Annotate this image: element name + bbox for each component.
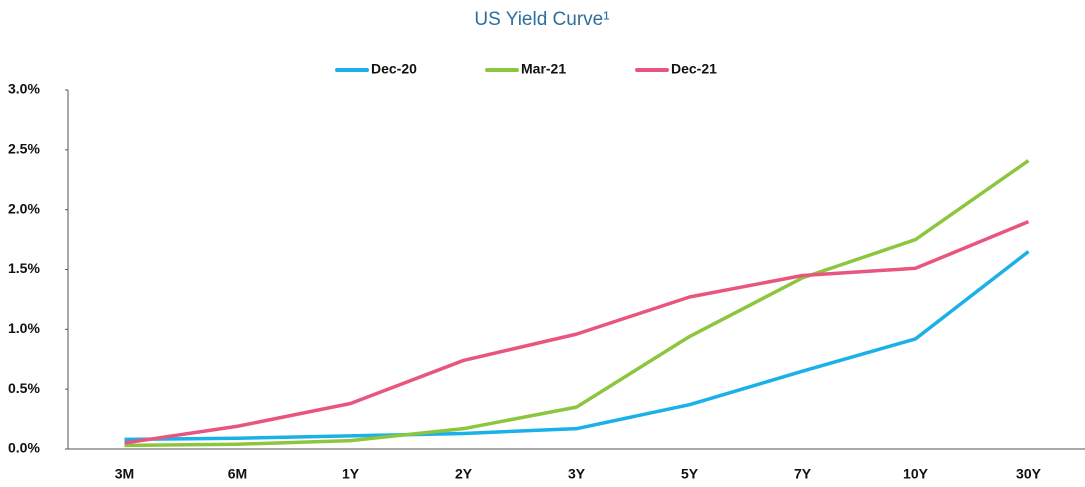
x-tick-label: 3Y: [568, 466, 586, 482]
y-tick-label: 0.5%: [8, 380, 40, 396]
chart-title: US Yield Curve¹: [474, 9, 609, 30]
x-tick-label: 2Y: [455, 466, 473, 482]
x-tick-label: 1Y: [342, 466, 360, 482]
series-line: [124, 250, 1030, 442]
series-line: [124, 159, 1030, 448]
x-tick-label: 6M: [228, 466, 247, 482]
y-tick-label: 0.0%: [8, 440, 40, 456]
legend-label: Dec-20: [371, 61, 417, 77]
y-tick-label: 1.5%: [8, 260, 40, 276]
y-tick-label: 3.0%: [8, 81, 40, 97]
y-tick-label: 2.0%: [8, 200, 40, 216]
legend-label: Dec-21: [671, 61, 717, 77]
series-line: [124, 220, 1030, 445]
legend-label: Mar-21: [521, 61, 566, 77]
y-tick-label: 1.0%: [8, 320, 40, 336]
x-tick-label: 10Y: [903, 466, 929, 482]
x-tick-label: 30Y: [1016, 466, 1042, 482]
y-tick-label: 2.5%: [8, 141, 40, 157]
x-tick-label: 7Y: [794, 466, 812, 482]
x-tick-label: 5Y: [681, 466, 699, 482]
x-tick-label: 3M: [115, 466, 134, 482]
